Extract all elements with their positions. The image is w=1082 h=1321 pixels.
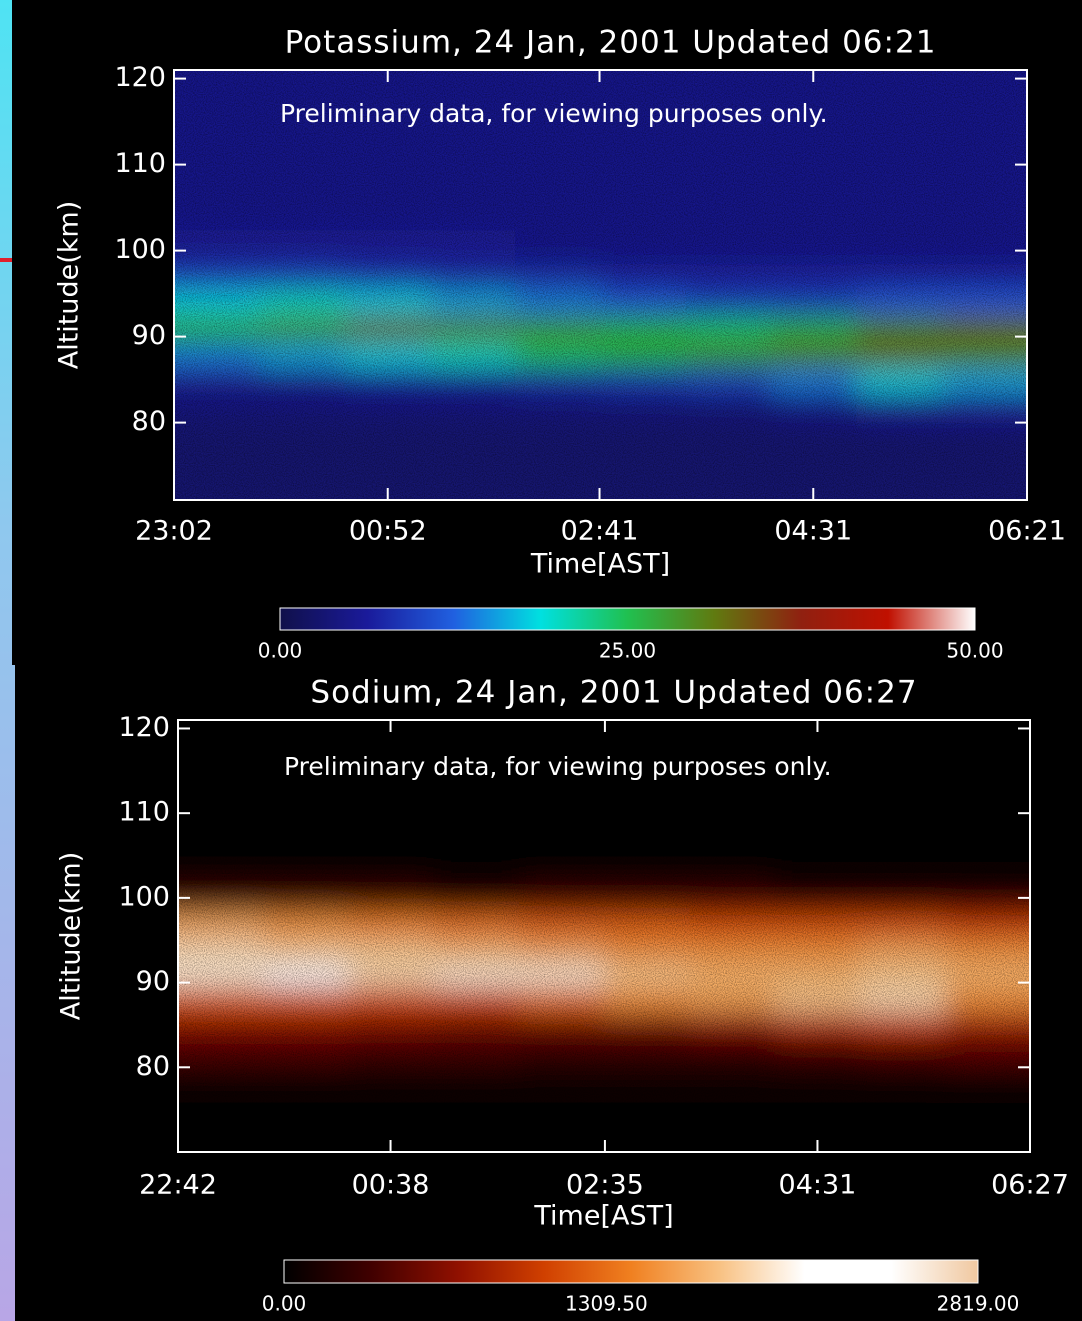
y-tick-label: 110 [114, 148, 166, 179]
x-tick-label: 06:27 [991, 1170, 1069, 1201]
y-tick-label: 120 [118, 712, 170, 743]
chart-title: Potassium, 24 Jan, 2001 Updated 06:21 [285, 25, 937, 61]
colorbar-tick-label: 0.00 [258, 639, 303, 663]
x-tick-label: 02:41 [561, 516, 639, 547]
y-tick-label: 120 [114, 62, 166, 93]
x-tick-label: 23:02 [135, 516, 213, 547]
heatmap [174, 70, 1027, 500]
x-tick-label: 04:31 [779, 1170, 857, 1201]
x-tick-label: 04:31 [774, 516, 852, 547]
colorbar-tick-label: 25.00 [599, 639, 656, 663]
colorbar-tick-label: 0.00 [262, 1292, 307, 1316]
x-tick-label: 00:38 [352, 1170, 430, 1201]
y-tick-label: 90 [136, 966, 170, 997]
annotation: Preliminary data, for viewing purposes o… [284, 752, 832, 781]
colorbar [279, 607, 976, 631]
x-tick-label: 00:52 [349, 516, 427, 547]
x-axis-label: Time[AST] [533, 1201, 673, 1232]
x-tick-label: 02:35 [566, 1170, 644, 1201]
y-tick-label: 100 [118, 881, 170, 912]
y-tick-label: 90 [132, 320, 166, 351]
annotation: Preliminary data, for viewing purposes o… [280, 99, 828, 128]
y-tick-label: 80 [136, 1051, 170, 1082]
y-axis-label: Altitude(km) [54, 201, 85, 370]
colorbar-tick-label: 1309.50 [565, 1292, 648, 1316]
y-tick-label: 110 [118, 797, 170, 828]
colorbar [283, 1259, 979, 1284]
chart-title: Sodium, 24 Jan, 2001 Updated 06:27 [310, 675, 917, 711]
y-axis-label: Altitude(km) [56, 852, 87, 1021]
colorbar-tick-label: 50.00 [946, 639, 1003, 663]
y-tick-label: 80 [132, 406, 166, 437]
x-axis-label: Time[AST] [530, 549, 670, 580]
noise-texture [178, 720, 1030, 1152]
x-tick-label: 22:42 [139, 1170, 217, 1201]
y-tick-label: 100 [114, 234, 166, 265]
x-tick-label: 06:21 [988, 516, 1066, 547]
heatmap [178, 720, 1030, 1152]
noise-texture [174, 70, 1027, 500]
colorbar-tick-label: 2819.00 [937, 1292, 1020, 1316]
